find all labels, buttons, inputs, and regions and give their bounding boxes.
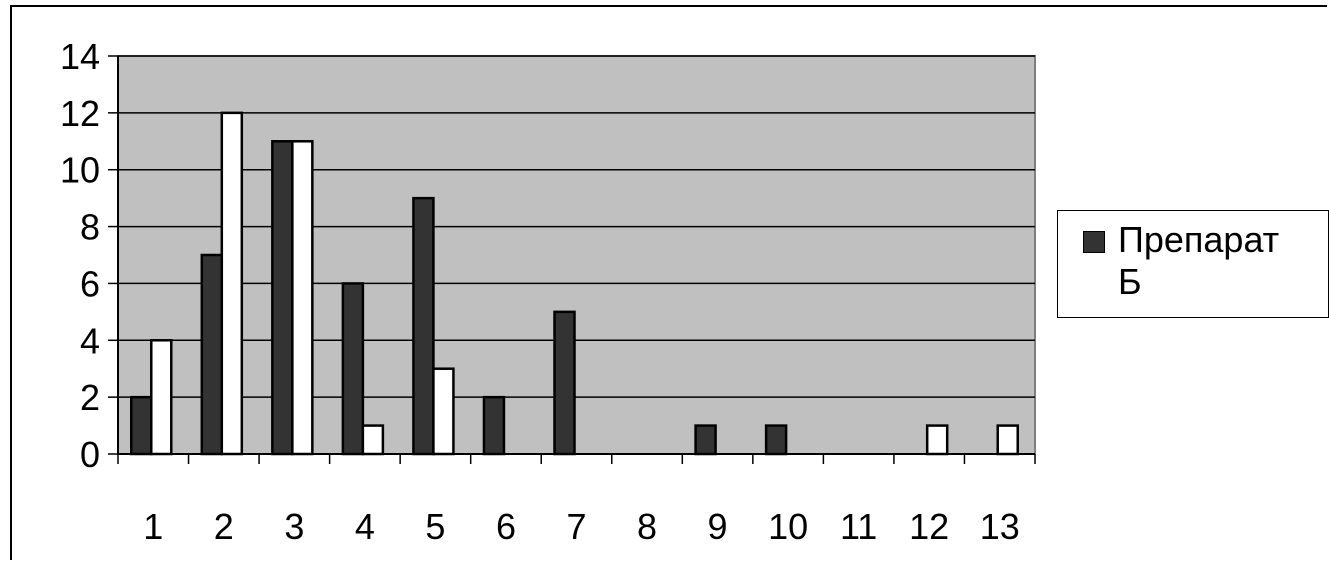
x-tick-label: 3 (284, 506, 304, 547)
y-tick-label: 14 (60, 36, 100, 77)
x-tick-label: 9 (708, 506, 728, 547)
bar-series-1-cat-5 (412, 196, 435, 456)
x-tick-label: 5 (425, 506, 445, 547)
bar-series-1-cat-10 (764, 424, 788, 456)
x-tick-label: 12 (909, 506, 949, 547)
y-tick-label: 4 (80, 320, 100, 361)
chart-frame (10, 5, 1327, 560)
bar-series-1-cat-3 (271, 140, 294, 456)
bar-series-2-cat-12 (925, 424, 949, 456)
x-tick-label: 6 (496, 506, 516, 547)
axes (117, 56, 1036, 464)
bar-series-1-cat-7 (553, 310, 576, 456)
bar-series-1-cat-6 (482, 395, 506, 456)
bar-series-2-cat-4 (361, 424, 385, 456)
y-tick-label: 2 (80, 377, 100, 418)
gridlines (108, 55, 1035, 455)
bar-series-2-cat-5 (432, 367, 455, 456)
bar-series-2-cat-2 (220, 111, 244, 456)
x-tick-label: 2 (214, 506, 234, 547)
y-tick-label: 12 (60, 93, 100, 134)
bar-series-2-cat-13 (996, 424, 1019, 456)
legend-label: Препарат Б (1118, 219, 1328, 303)
bar-series-1-cat-1 (130, 395, 153, 456)
legend-label-series-1: Препарат (1118, 219, 1280, 260)
bar-series-2-cat-1 (150, 339, 173, 456)
legend-label-series-2: Б (1118, 261, 1142, 302)
bar-series-1-cat-2 (200, 253, 224, 456)
x-tick-label: 10 (768, 506, 808, 547)
x-tick-label: 11 (840, 506, 877, 547)
bar-series-2-cat-3 (291, 140, 314, 456)
y-tick-label: 0 (80, 434, 100, 475)
x-tick-label: 1 (143, 506, 163, 547)
legend-swatch-series-1 (1083, 231, 1105, 253)
x-tick-label: 7 (566, 506, 586, 547)
y-tick-labels: 0 2 4 6 8 10 12 14 (60, 36, 100, 475)
x-tick-label: 8 (637, 506, 657, 547)
y-tick-label: 6 (80, 263, 100, 304)
x-tick-label: 13 (980, 506, 1020, 547)
x-tick-label: 4 (355, 506, 375, 547)
bar-series-1-cat-4 (341, 282, 365, 456)
y-tick-label: 10 (60, 150, 100, 191)
bar-series-1-cat-9 (694, 424, 717, 456)
legend: Препарат Б (1057, 210, 1329, 318)
y-tick-label: 8 (80, 207, 100, 248)
x-tick-labels: 1 2 3 4 5 6 7 8 9 10 11 12 13 (143, 506, 1020, 547)
plot-area (117, 55, 1036, 455)
